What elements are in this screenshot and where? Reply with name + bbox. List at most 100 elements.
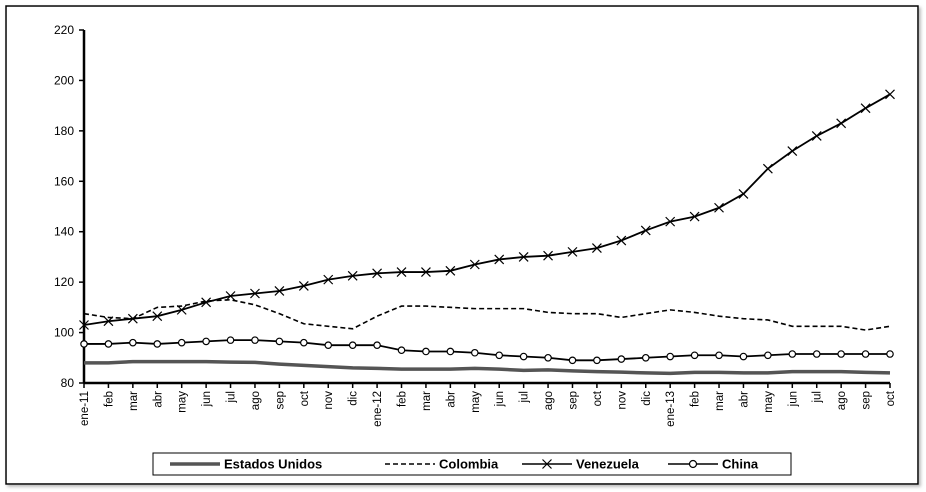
legend-label: Venezuela [576, 457, 640, 472]
data-point [886, 350, 894, 358]
series-line [84, 359, 891, 376]
series-line [83, 298, 891, 331]
series-line [84, 339, 890, 362]
legend-entry: Colombia [385, 457, 499, 472]
x-tick-label: feb [690, 391, 702, 407]
y-tick-label: 160 [54, 174, 74, 188]
data-point [666, 352, 674, 361]
data-point [617, 355, 626, 363]
y-tick-label: 200 [54, 73, 74, 87]
x-tick-label: oct [885, 390, 897, 406]
data-point [738, 188, 749, 199]
series-venezuela [79, 89, 895, 330]
x-tick-label: ago [543, 391, 555, 410]
data-point [275, 337, 284, 346]
data-point [518, 252, 529, 262]
data-point [519, 352, 528, 361]
data-point [421, 267, 431, 277]
x-tick-label: jul [226, 391, 238, 404]
x-tick-label: may [763, 391, 775, 413]
data-point [347, 270, 358, 281]
data-point [640, 225, 651, 236]
x-tick-label: oct [299, 390, 311, 406]
x-tick-label: may [470, 391, 482, 413]
data-point [104, 340, 113, 348]
x-tick-label: abr [738, 391, 750, 408]
data-point [494, 254, 505, 265]
data-point [396, 267, 407, 277]
x-tick-label: ago [250, 391, 262, 410]
data-point [837, 350, 845, 358]
y-tick-label: 120 [54, 275, 74, 289]
x-tick-label: jun [494, 391, 506, 407]
y-tick-label: 180 [54, 124, 74, 138]
x-tick-label: dic [348, 391, 360, 406]
x-tick-label: jun [201, 391, 213, 407]
data-point [543, 250, 553, 261]
x-tick-label: jul [519, 391, 531, 404]
x-tick-label: nov [616, 391, 628, 410]
series-china [80, 336, 894, 365]
x-tick-label: abr [445, 391, 457, 408]
data-point [372, 268, 383, 279]
data-point [567, 246, 578, 257]
legend-entry: Estados Unidos [170, 457, 322, 472]
data-point [593, 356, 601, 365]
legend-label: China [722, 457, 759, 472]
x-tick-label: sep [274, 391, 286, 410]
data-point [787, 146, 798, 156]
data-point [298, 281, 309, 291]
legend-label: Colombia [439, 457, 499, 472]
data-point [373, 341, 381, 349]
data-point [251, 336, 259, 344]
data-point [177, 338, 186, 347]
series-estados-unidos [84, 359, 891, 376]
data-point [861, 350, 870, 358]
series-line [83, 93, 891, 326]
legend-entry: China [668, 457, 759, 472]
series-layer [79, 89, 895, 376]
x-tick-label: mar [128, 391, 140, 411]
y-tick-label: 100 [54, 326, 74, 340]
x-tick-label: oct [592, 390, 604, 406]
data-point [690, 351, 699, 360]
legend-box [152, 452, 792, 476]
data-point [176, 304, 187, 315]
data-point [201, 297, 212, 308]
data-point [689, 211, 700, 222]
data-point [202, 337, 210, 346]
data-point [860, 103, 871, 114]
data-point [788, 350, 797, 358]
data-point [300, 338, 308, 347]
data-point [446, 347, 455, 356]
x-tick-label: mar [421, 391, 433, 411]
data-point [714, 202, 724, 213]
data-point [226, 336, 235, 344]
data-point [495, 351, 504, 360]
data-point [544, 353, 552, 362]
data-point [225, 291, 236, 301]
legend: Estados Unidos Colombia Venezuela China [152, 452, 792, 476]
data-point [79, 320, 89, 330]
data-point [127, 313, 138, 324]
y-tick-label: 220 [54, 23, 74, 37]
data-point [836, 118, 847, 129]
data-point [445, 265, 456, 276]
data-point [762, 163, 773, 174]
data-point [812, 350, 821, 358]
series-colombia [83, 298, 891, 331]
data-point [80, 340, 88, 348]
x-tick-label: dic [641, 391, 653, 406]
data-point [152, 311, 163, 322]
x-tick-label: mar [714, 391, 726, 411]
legend-marker [688, 459, 698, 469]
x-tick-label: jul [812, 391, 824, 404]
legend-marker [542, 459, 552, 469]
legend-entry: Venezuela [522, 457, 640, 472]
x-tick-label: jun [787, 391, 799, 407]
data-point [250, 288, 260, 299]
data-point [616, 235, 627, 246]
